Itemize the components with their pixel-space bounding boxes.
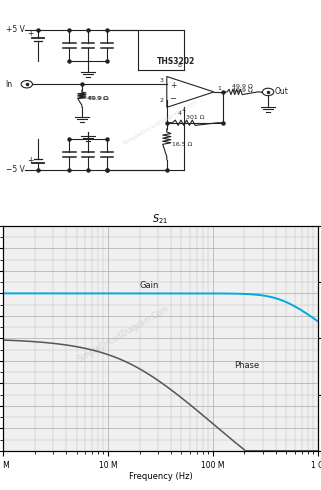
Text: In: In — [6, 80, 13, 89]
Text: SimpleCircuitDiagram.Com: SimpleCircuitDiagram.Com — [122, 99, 199, 146]
Text: 49.9 Ω: 49.9 Ω — [87, 96, 107, 101]
Text: Phase: Phase — [234, 361, 260, 369]
Text: 49.9 Ω: 49.9 Ω — [232, 84, 253, 89]
Text: 4: 4 — [178, 111, 181, 116]
Text: 49.9 Ω: 49.9 Ω — [88, 96, 109, 101]
Text: +5 V: +5 V — [6, 25, 25, 34]
Text: 2: 2 — [160, 98, 164, 103]
Text: 3: 3 — [160, 78, 164, 83]
Text: +: + — [27, 29, 33, 39]
Text: 301 Ω: 301 Ω — [186, 115, 204, 120]
Text: −5 V: −5 V — [6, 166, 25, 174]
Text: THS3202: THS3202 — [157, 57, 195, 66]
X-axis label: Frequency (Hz): Frequency (Hz) — [129, 472, 192, 481]
Text: Out: Out — [275, 87, 289, 97]
Title: $S_{21}$: $S_{21}$ — [152, 212, 169, 226]
Text: 1: 1 — [217, 86, 221, 91]
Text: 8: 8 — [178, 63, 181, 68]
Text: 16.5 Ω: 16.5 Ω — [172, 142, 193, 147]
Text: −: − — [169, 94, 177, 103]
Text: SimpleCircuitDiagram.Com: SimpleCircuitDiagram.Com — [75, 304, 170, 364]
Text: 49.9 Ω: 49.9 Ω — [232, 89, 253, 94]
Text: +: + — [170, 81, 176, 90]
Text: 4: 4 — [182, 108, 186, 114]
Text: Gain: Gain — [140, 281, 159, 290]
Text: +: + — [27, 156, 33, 165]
